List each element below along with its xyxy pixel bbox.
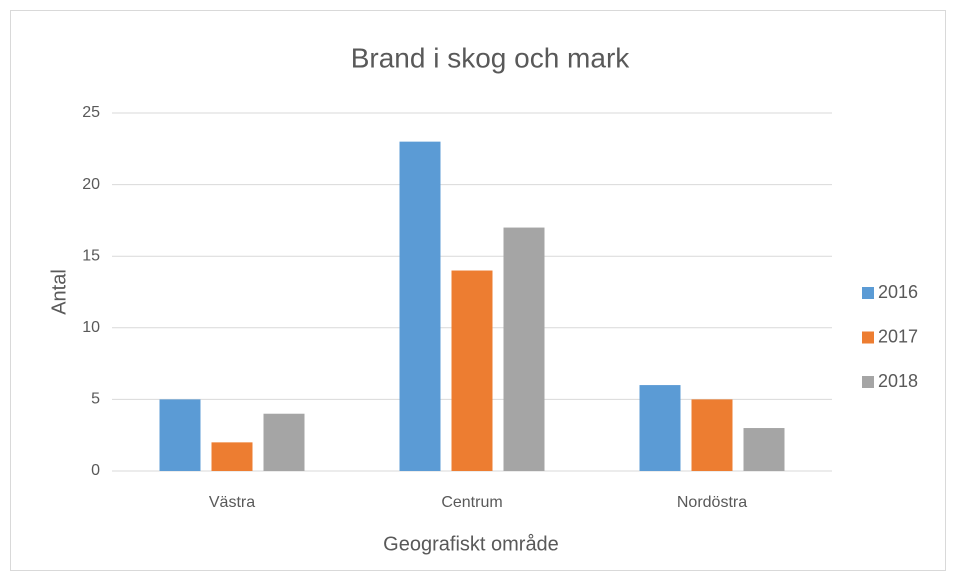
bar bbox=[451, 270, 493, 471]
x-axis-label: Geografiskt område bbox=[383, 533, 559, 555]
legend-swatch bbox=[862, 376, 874, 388]
y-tick-label: 20 bbox=[82, 176, 100, 193]
bar bbox=[399, 141, 441, 471]
bar bbox=[639, 385, 681, 471]
bar bbox=[691, 399, 733, 471]
bar bbox=[211, 442, 253, 471]
y-axis-label: Antal bbox=[48, 269, 70, 315]
legend-swatch bbox=[862, 331, 874, 344]
x-tick-label: Västra bbox=[209, 494, 255, 511]
x-tick-label: Nordöstra bbox=[677, 494, 747, 511]
y-tick-label: 15 bbox=[82, 247, 100, 264]
legend-label: 2016 bbox=[878, 282, 918, 302]
y-tick-label: 10 bbox=[82, 319, 100, 336]
y-tick-label: 25 bbox=[82, 104, 100, 121]
bar bbox=[503, 227, 545, 471]
y-tick-label: 5 bbox=[91, 391, 100, 408]
bar bbox=[743, 428, 785, 471]
chart-title: Brand i skog och mark bbox=[351, 42, 631, 73]
legend-label: 2018 bbox=[878, 371, 918, 391]
bar bbox=[159, 399, 201, 471]
x-tick-label: Centrum bbox=[441, 494, 502, 511]
y-tick-label: 0 bbox=[91, 462, 100, 479]
bar bbox=[263, 413, 305, 471]
legend-swatch bbox=[862, 287, 874, 299]
legend-label: 2017 bbox=[878, 326, 918, 346]
